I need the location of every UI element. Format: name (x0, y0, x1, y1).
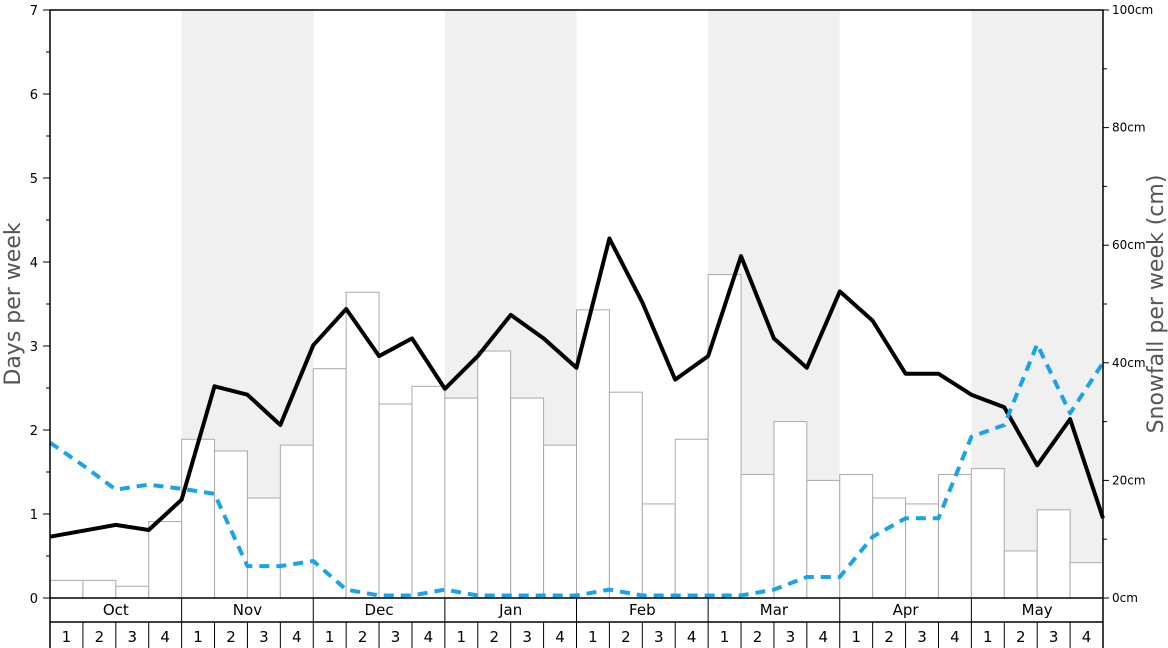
left-tick-label: 4 (30, 256, 38, 271)
snowfall-bar (806, 479, 841, 599)
snowfall-bar (378, 403, 413, 599)
week-label: 4 (1082, 628, 1092, 646)
snowfall-bar (115, 585, 150, 599)
snowfall-bar (773, 421, 808, 599)
week-label: 4 (950, 628, 960, 646)
snowfall-bar (148, 521, 183, 599)
snowfall-bar (839, 474, 874, 599)
snowfall-bar (674, 438, 709, 599)
right-tick-label: 100cm (1112, 3, 1153, 17)
week-label: 2 (95, 628, 105, 646)
snowfall-bar (181, 438, 216, 599)
snowfall-bar (740, 474, 775, 599)
week-label: 2 (753, 628, 763, 646)
month-label: Feb (629, 601, 656, 619)
week-label: 3 (786, 628, 796, 646)
month-label: Nov (233, 601, 262, 619)
week-label: 4 (555, 628, 565, 646)
right-tick-label: 60cm (1112, 238, 1146, 252)
left-axis-title: Days per week (1, 222, 26, 385)
week-row: 1 2 3 4 1 2 3 4 1 2 3 4 1 2 3 4 1 2 3 4 1 2 3 4 1 2 3 4 1 2 3 4 (62, 622, 1104, 648)
snowfall-bar (1069, 562, 1104, 599)
month-row: Oct Nov Dec Jan Feb Mar Apr May (49, 598, 1104, 648)
left-tick-label: 2 (30, 424, 38, 439)
month-label: Apr (893, 601, 920, 619)
snowfall-bar (82, 579, 117, 599)
snowfall-bar (49, 579, 84, 599)
snowfall-bar (641, 503, 676, 599)
week-label: 1 (325, 628, 335, 646)
dashed-series-line (48, 342, 1105, 598)
month-label: Oct (103, 601, 129, 619)
snowfall-bar (444, 397, 479, 599)
snowfall-bar (970, 468, 1005, 599)
right-axis-title: Snowfall per week (cm) (1144, 175, 1168, 434)
week-label: 1 (588, 628, 598, 646)
week-label: 3 (259, 628, 269, 646)
week-label: 4 (292, 628, 302, 646)
week-label: 4 (424, 628, 434, 646)
week-label: 4 (687, 628, 697, 646)
snowfall-bar (576, 309, 610, 599)
left-tick-label: 3 (30, 340, 38, 355)
right-tick-label: 40cm (1112, 356, 1146, 370)
left-tick-label: 5 (30, 172, 38, 187)
week-label: 3 (522, 628, 532, 646)
week-label: 2 (884, 628, 894, 646)
week-label: 2 (621, 628, 631, 646)
snowfall-bar (345, 291, 380, 599)
left-tick-label: 6 (30, 88, 38, 103)
month-label: Dec (365, 601, 394, 619)
snowfall-bar (937, 474, 972, 599)
left-axis: 0 1 2 3 4 5 6 7 (30, 4, 50, 607)
week-label: 3 (127, 628, 137, 646)
week-label: 2 (226, 628, 236, 646)
series-lines (48, 236, 1105, 598)
solid-series-line (49, 236, 1105, 539)
right-tick-label: 20cm (1112, 473, 1146, 487)
snowfall-bar (1003, 550, 1038, 599)
week-label: 2 (489, 628, 499, 646)
week-label: 3 (1049, 628, 1059, 646)
week-label: 2 (1016, 628, 1026, 646)
week-label: 4 (819, 628, 829, 646)
snowfall-bar (279, 444, 314, 599)
week-label: 1 (457, 628, 467, 646)
left-tick-label: 7 (30, 4, 38, 19)
week-label: 1 (193, 628, 203, 646)
month-label: May (1022, 601, 1053, 619)
snowfall-bar (246, 497, 281, 599)
snowfall-bar (1036, 509, 1071, 599)
week-label: 3 (391, 628, 401, 646)
week-label: 4 (160, 628, 170, 646)
snowfall-bar (411, 385, 446, 599)
snowfall-bar (608, 391, 643, 599)
right-tick-label: 0cm (1112, 591, 1138, 605)
week-label: 1 (851, 628, 861, 646)
right-axis: 0cm 20cm 40cm 60cm 80cm 100cm (1103, 3, 1153, 605)
month-label: Mar (760, 601, 789, 619)
snowfall-bar (872, 497, 907, 599)
month-label: Jan (498, 601, 522, 619)
snowfall-bars (49, 274, 1104, 599)
left-tick-label: 1 (30, 508, 38, 523)
snowfall-bar (214, 450, 248, 599)
week-label: 1 (983, 628, 993, 646)
snowfall-bar (510, 397, 545, 599)
week-label: 3 (917, 628, 927, 646)
week-label: 3 (654, 628, 664, 646)
left-tick-label: 0 (30, 592, 38, 607)
snowfall-bar (477, 350, 512, 599)
week-label: 1 (62, 628, 72, 646)
right-tick-label: 80cm (1112, 121, 1146, 135)
week-label: 1 (720, 628, 730, 646)
week-label: 2 (358, 628, 368, 646)
snowfall-bar (543, 444, 577, 599)
snowfall-bar (707, 274, 742, 599)
